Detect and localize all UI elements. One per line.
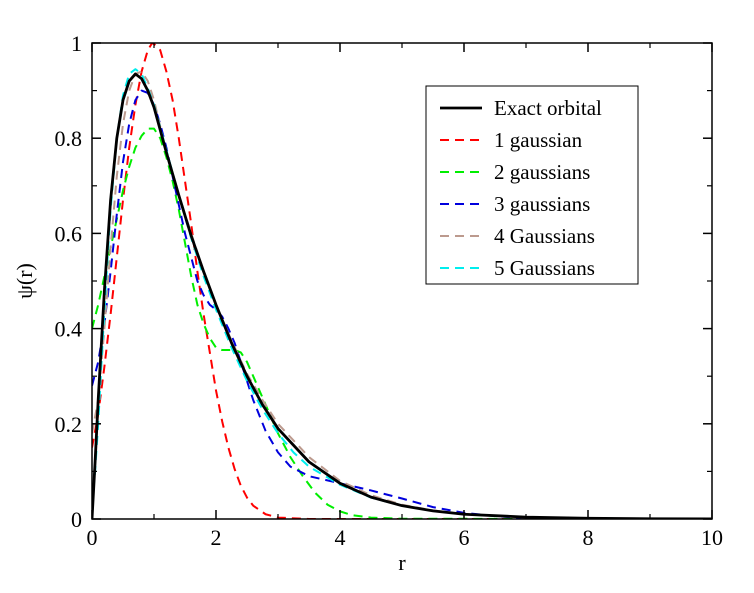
y-axis: 0 0.2 0.4 0.6 0.8 1 [55, 31, 712, 532]
y-tick-label: 1 [71, 31, 82, 56]
series-line-2 [92, 127, 712, 519]
series-line-1 [92, 43, 712, 519]
x-tick-label: 8 [583, 525, 594, 550]
y-axis-title: ψ(r) [12, 263, 37, 299]
legend-label-4: 4 Gaussians [494, 224, 595, 248]
series-layer [92, 43, 712, 519]
y-tick-label: 0.6 [55, 221, 83, 246]
x-axis: 0 2 4 6 8 10 [87, 43, 723, 550]
series-line-4 [92, 70, 712, 519]
series-line-3 [92, 89, 712, 519]
x-tick-label: 6 [459, 525, 470, 550]
series-line-0 [92, 72, 712, 519]
x-tick-label: 4 [335, 525, 346, 550]
x-tick-label: 2 [211, 525, 222, 550]
y-tick-label: 0 [71, 507, 82, 532]
y-tick-label: 0.4 [55, 317, 83, 342]
legend-label-0: Exact orbital [494, 96, 602, 120]
legend-box [425, 85, 639, 285]
y-tick-label: 0.2 [55, 412, 83, 437]
legend-label-5: 5 Gaussians [494, 256, 595, 280]
legend: Exact orbital 1 gaussian 2 gaussians 3 gaus… [425, 85, 639, 285]
legend-label-1: 1 gaussian [494, 128, 583, 152]
legend-label-2: 2 gaussians [494, 160, 590, 184]
y-tick-label: 0.8 [55, 126, 83, 151]
x-axis-title: r [398, 550, 406, 575]
legend-label-3: 3 gaussians [494, 192, 590, 216]
x-tick-label: 10 [701, 525, 723, 550]
x-tick-label: 0 [87, 525, 98, 550]
